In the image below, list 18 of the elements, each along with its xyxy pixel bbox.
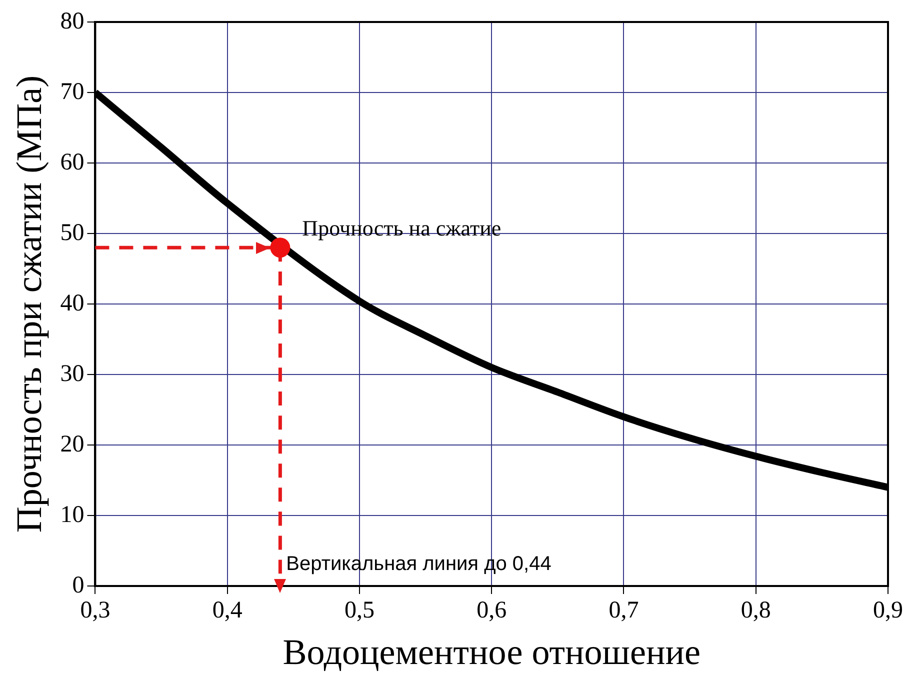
x-tick-label: 0,7 (608, 598, 639, 624)
x-tick-label: 0,5 (344, 598, 374, 624)
x-tick-label: 0,4 (212, 598, 242, 624)
y-tick-label: 70 (60, 78, 84, 105)
y-tick-label: 80 (60, 8, 84, 34)
y-axis-title: Прочность при сжатии (МПа) (9, 75, 50, 533)
x-tick-label: 0,8 (740, 598, 771, 624)
x-tick-label: 0,9 (873, 598, 903, 624)
y-tick-label: 20 (60, 431, 84, 458)
x-tick-label: 0,3 (80, 598, 110, 624)
x-axis-title: Водоцементное отношение (282, 632, 700, 672)
y-tick-label: 50 (60, 220, 84, 246)
x-tick-label: 0,6 (476, 598, 507, 624)
y-tick-label: 10 (60, 502, 84, 528)
y-tick-label: 40 (60, 290, 84, 316)
y-tick-label: 60 (60, 149, 84, 176)
y-tick-label: 0 (72, 572, 84, 598)
y-tick-label: 30 (60, 360, 84, 387)
